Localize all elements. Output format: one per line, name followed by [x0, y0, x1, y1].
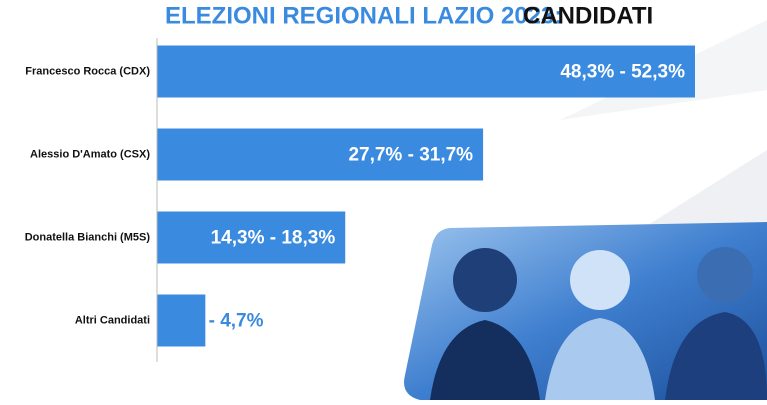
chart-title: ELEZIONI REGIONALI LAZIO 2023: — [165, 2, 562, 29]
category-label: Altri Candidati — [75, 314, 150, 326]
value-label: 27,7% - 31,7% — [348, 145, 473, 166]
photo-collage — [404, 222, 767, 400]
chart-title: CANDIDATI — [523, 2, 653, 29]
bar — [157, 45, 695, 98]
category-label: Donatella Bianchi (M5S) — [25, 231, 151, 243]
photo-body — [430, 320, 540, 400]
value-label: 48,3% - 52,3% — [560, 62, 685, 83]
category-label: Francesco Rocca (CDX) — [25, 65, 150, 77]
photo-face — [697, 247, 753, 303]
value-label: 14,3% - 18,3% — [211, 228, 336, 249]
photo-body — [665, 312, 767, 400]
bar — [157, 211, 346, 264]
photo-body — [545, 318, 655, 400]
bar — [157, 294, 206, 347]
photo-face — [570, 250, 630, 310]
category-label: Alessio D'Amato (CSX) — [30, 148, 150, 160]
photo-face — [453, 248, 517, 312]
value-label: 2,7% - 4,7% — [160, 311, 264, 332]
bar — [157, 128, 484, 181]
